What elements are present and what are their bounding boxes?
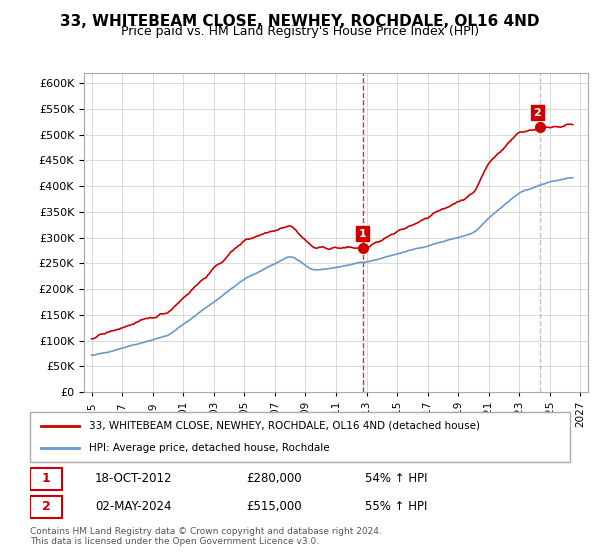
Text: 55% ↑ HPI: 55% ↑ HPI <box>365 500 427 514</box>
Text: Contains HM Land Registry data © Crown copyright and database right 2024.
This d: Contains HM Land Registry data © Crown c… <box>30 526 382 546</box>
Text: 18-OCT-2012: 18-OCT-2012 <box>95 472 172 486</box>
Text: 2: 2 <box>533 108 541 118</box>
Text: £515,000: £515,000 <box>246 500 302 514</box>
Bar <box>30 468 62 490</box>
Text: 54% ↑ HPI: 54% ↑ HPI <box>365 472 427 486</box>
Text: 33, WHITEBEAM CLOSE, NEWHEY, ROCHDALE, OL16 4ND (detached house): 33, WHITEBEAM CLOSE, NEWHEY, ROCHDALE, O… <box>89 421 481 431</box>
Bar <box>30 496 62 518</box>
Text: 1: 1 <box>359 228 367 239</box>
Text: 02-MAY-2024: 02-MAY-2024 <box>95 500 172 514</box>
Text: 2: 2 <box>42 500 50 514</box>
Text: 1: 1 <box>42 472 50 486</box>
Text: Price paid vs. HM Land Registry's House Price Index (HPI): Price paid vs. HM Land Registry's House … <box>121 25 479 38</box>
Text: 33, WHITEBEAM CLOSE, NEWHEY, ROCHDALE, OL16 4ND: 33, WHITEBEAM CLOSE, NEWHEY, ROCHDALE, O… <box>60 14 540 29</box>
FancyBboxPatch shape <box>30 412 570 462</box>
Text: £280,000: £280,000 <box>246 472 302 486</box>
Text: HPI: Average price, detached house, Rochdale: HPI: Average price, detached house, Roch… <box>89 443 330 453</box>
